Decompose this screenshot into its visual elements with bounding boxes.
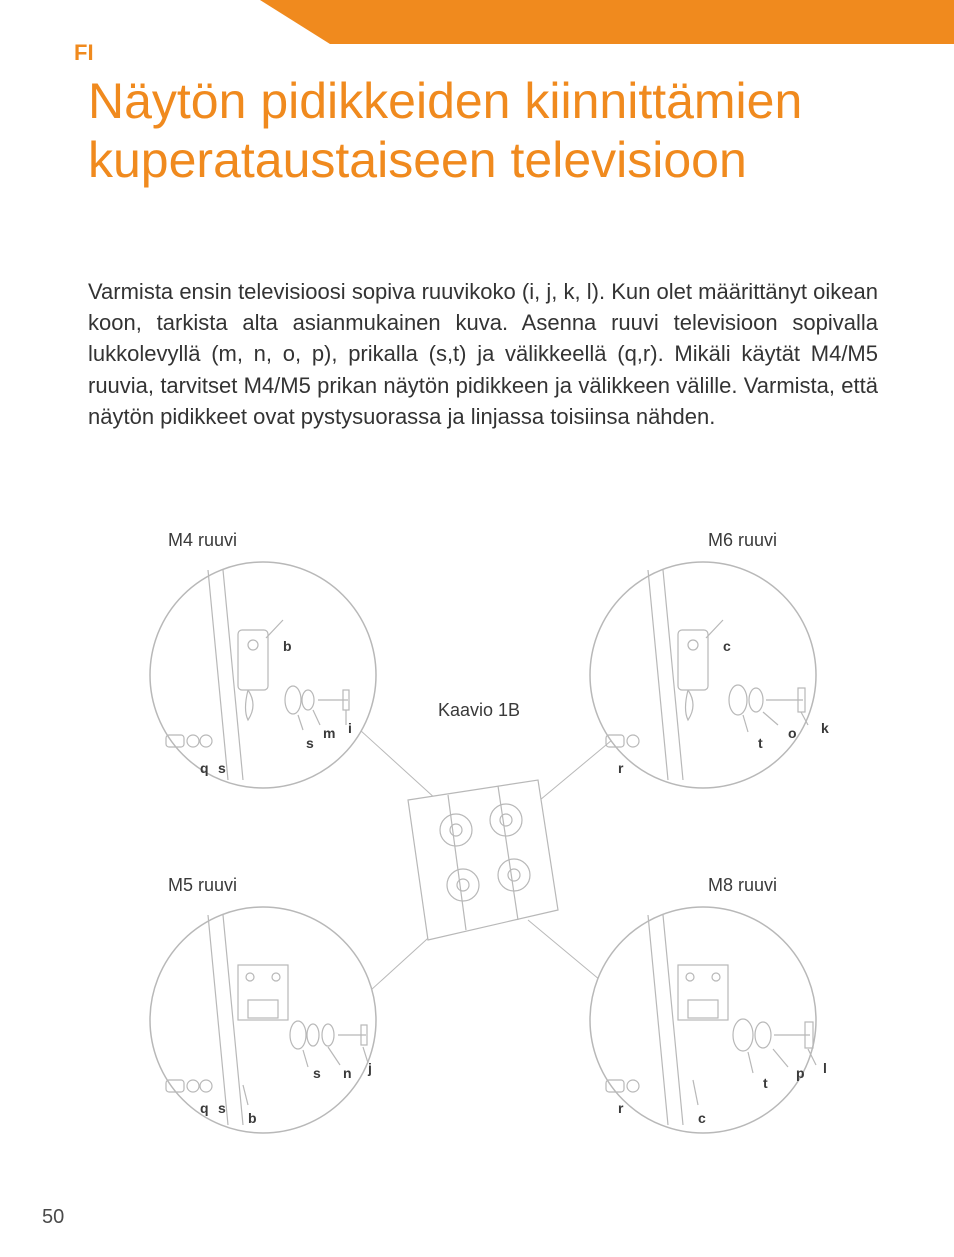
- diagram-1b: Kaavio 1B M4 ruuvi: [88, 530, 878, 1170]
- part-label: s: [218, 760, 226, 776]
- part-label: s: [218, 1100, 226, 1116]
- diagram-detail-m5: [148, 905, 378, 1135]
- part-label: t: [758, 735, 763, 751]
- part-label: s: [313, 1065, 321, 1081]
- part-label: o: [788, 725, 797, 741]
- diagram-center-assembly: [378, 770, 578, 950]
- part-label: q: [200, 760, 209, 776]
- part-label: r: [618, 760, 623, 776]
- language-code: FI: [74, 40, 94, 66]
- diagram-detail-m4: [148, 560, 378, 790]
- part-label: k: [821, 720, 829, 736]
- part-label: r: [618, 1100, 623, 1116]
- header-tab-shape: [330, 0, 954, 44]
- page-number: 50: [42, 1206, 64, 1229]
- page-title: Näytön pidikkeiden kiinnittämien kuperat…: [88, 72, 888, 190]
- part-label: i: [348, 720, 352, 736]
- body-paragraph: Varmista ensin televisioosi sopiva ruuvi…: [88, 276, 878, 432]
- part-label: p: [796, 1065, 805, 1081]
- diagram-detail-m6: [588, 560, 818, 790]
- part-label: j: [368, 1060, 372, 1076]
- diagram-label-m8: M8 ruuvi: [708, 875, 777, 896]
- diagram-label-m4: M4 ruuvi: [168, 530, 237, 551]
- part-label: t: [763, 1075, 768, 1091]
- part-label: n: [343, 1065, 352, 1081]
- part-label: b: [283, 638, 292, 654]
- part-label: c: [723, 638, 731, 654]
- part-label: c: [698, 1110, 706, 1126]
- part-label: l: [823, 1060, 827, 1076]
- diagram-label-m6: M6 ruuvi: [708, 530, 777, 551]
- part-label: m: [323, 725, 335, 741]
- part-label: s: [306, 735, 314, 751]
- diagram-label-m5: M5 ruuvi: [168, 875, 237, 896]
- part-label: b: [248, 1110, 257, 1126]
- part-label: q: [200, 1100, 209, 1116]
